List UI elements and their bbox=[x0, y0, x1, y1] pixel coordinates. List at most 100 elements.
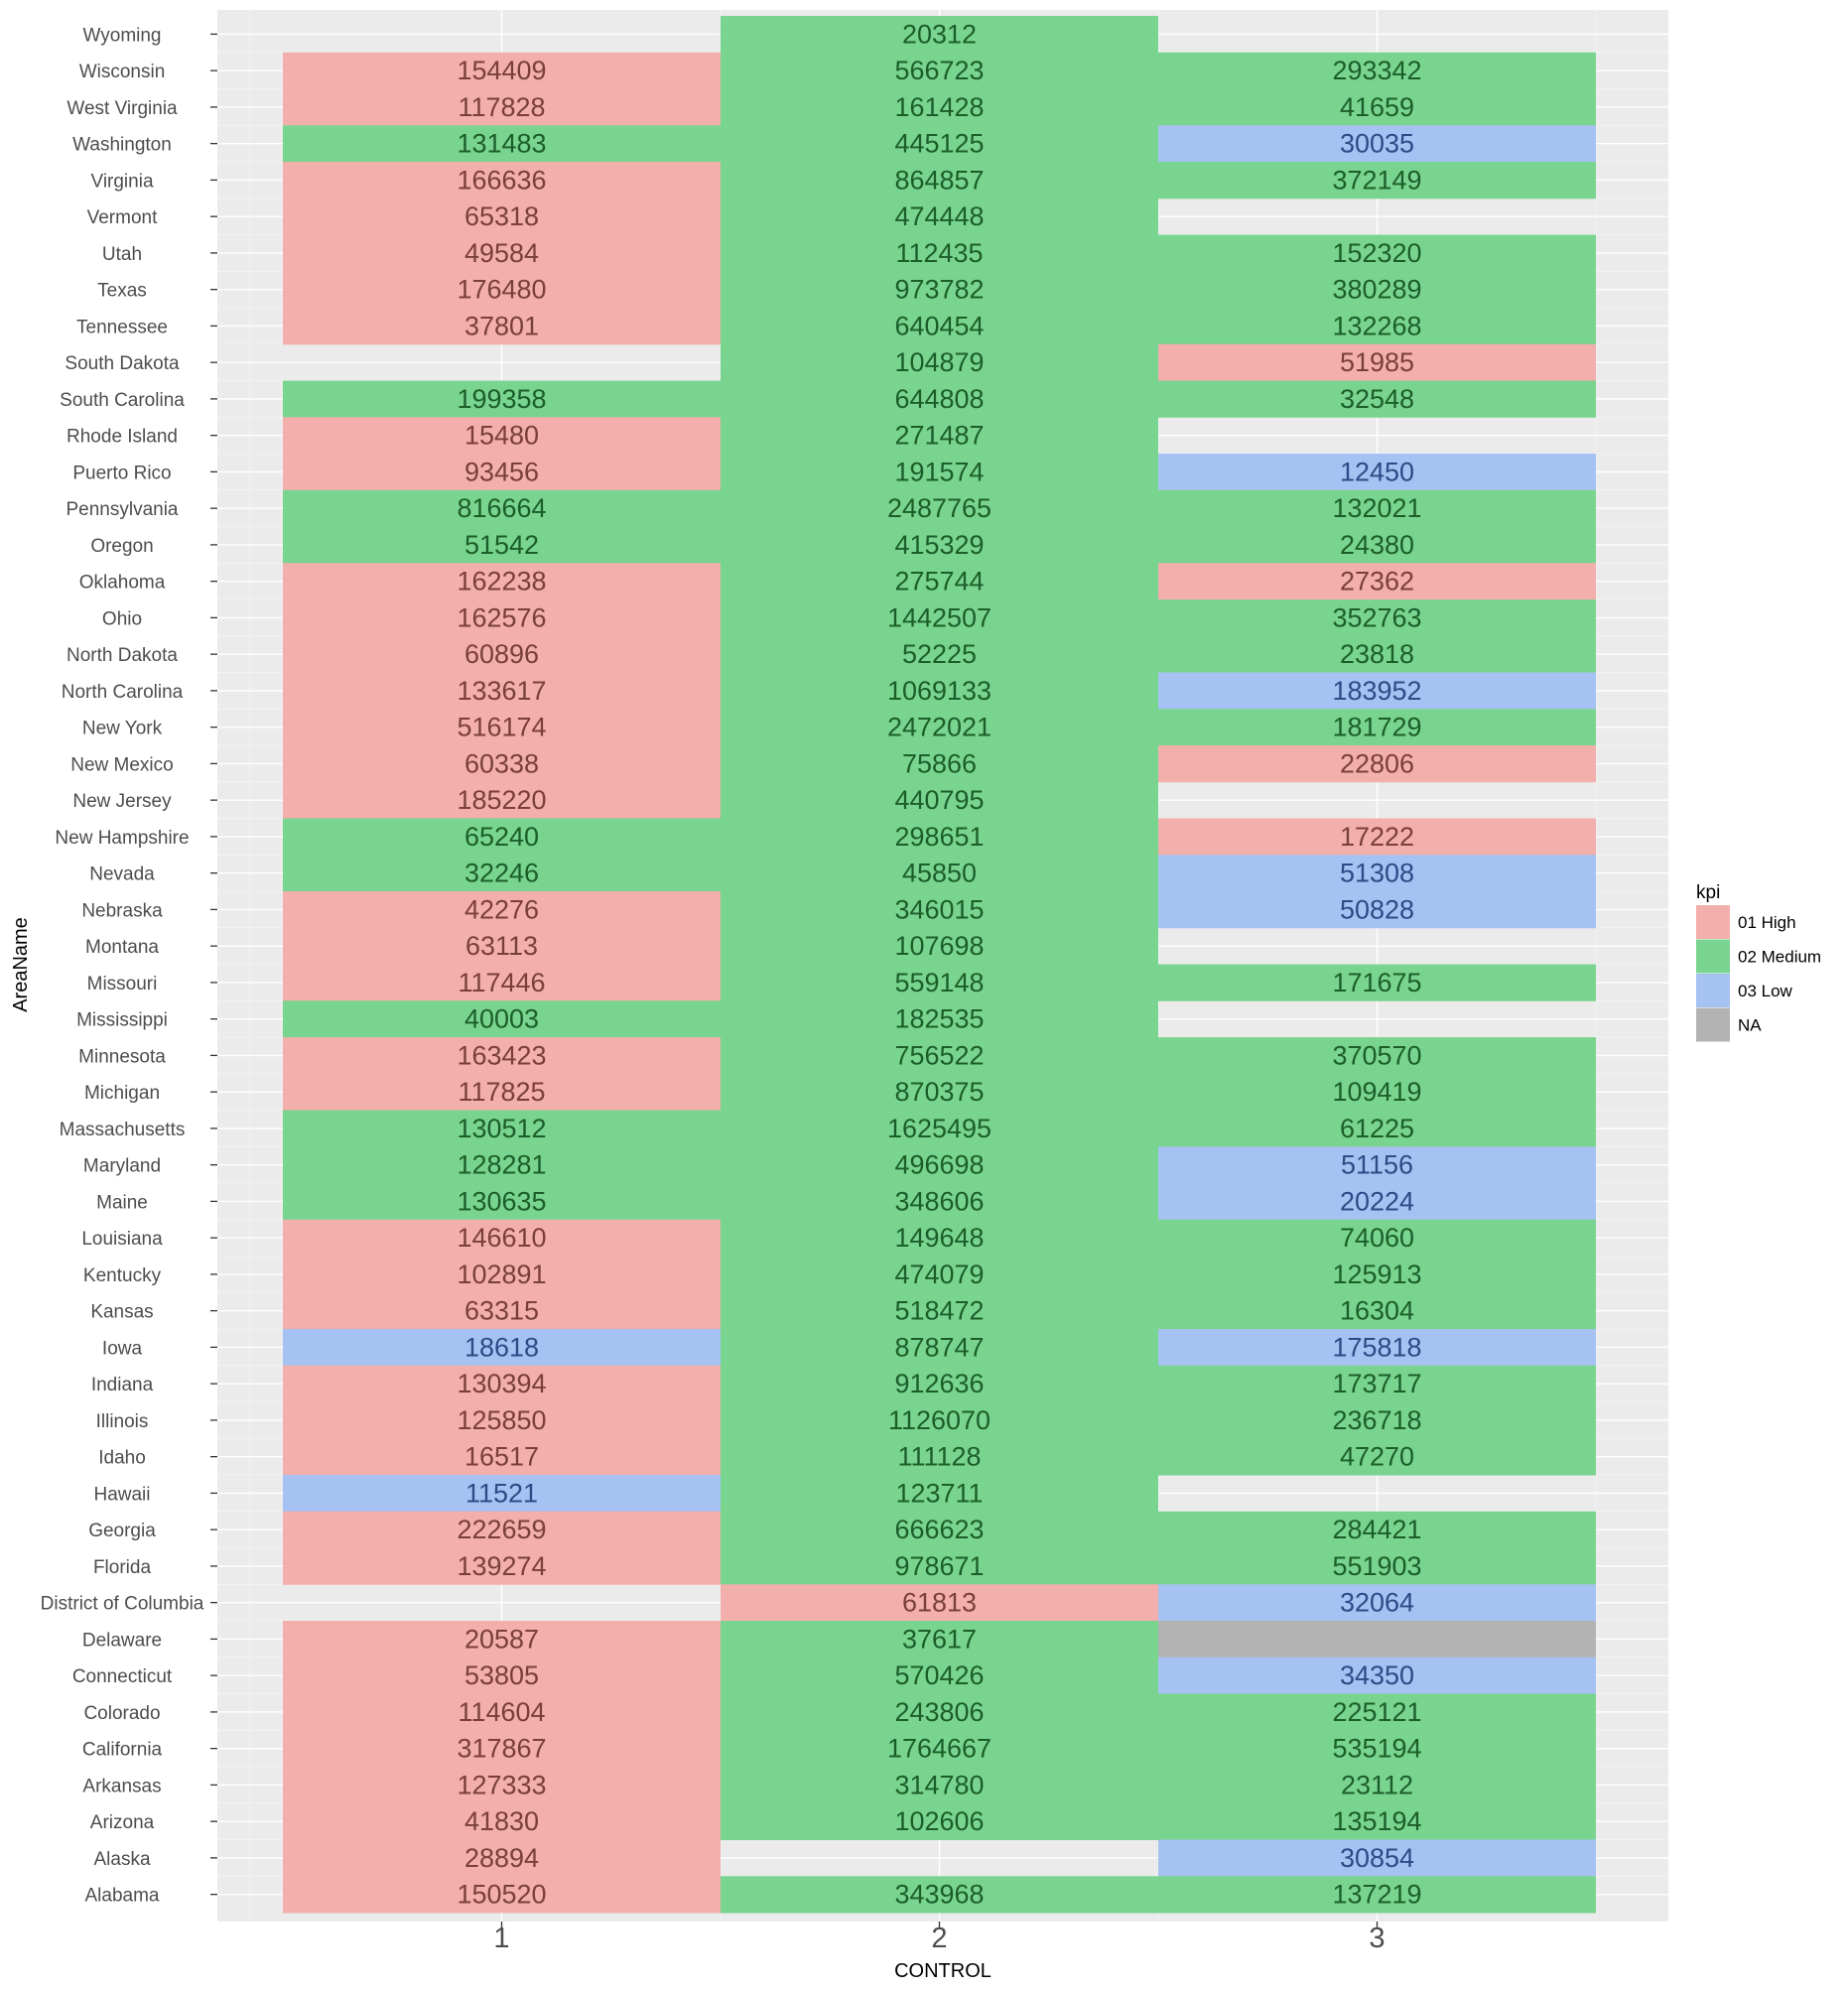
tile-alabama-3 bbox=[1158, 1876, 1596, 1914]
tile-mississippi-1 bbox=[283, 1000, 721, 1038]
value-label: 348606 bbox=[894, 1186, 984, 1216]
tile-idaho-2 bbox=[721, 1438, 1158, 1476]
tile-west-virginia-3 bbox=[1158, 88, 1596, 126]
y-tick-label: Kansas bbox=[90, 1302, 153, 1323]
y-tick-label: West Virginia bbox=[66, 98, 178, 119]
tile-alabama-2 bbox=[721, 1876, 1158, 1914]
value-label: 1069133 bbox=[887, 676, 991, 706]
tile-missouri-2 bbox=[721, 964, 1158, 1001]
x-tick-label: 3 bbox=[1369, 1923, 1385, 1954]
tile-georgia-2 bbox=[721, 1511, 1158, 1549]
tile-arkansas-2 bbox=[721, 1767, 1158, 1804]
value-label: 117446 bbox=[458, 968, 545, 997]
tile-georgia-1 bbox=[283, 1511, 721, 1549]
value-label: 474079 bbox=[894, 1260, 984, 1289]
y-tick-label: Nevada bbox=[89, 864, 155, 885]
tile-california-3 bbox=[1158, 1730, 1596, 1768]
y-tick-label: Oregon bbox=[90, 536, 153, 557]
tile-north-carolina-2 bbox=[721, 672, 1158, 710]
tile-pennsylvania-2 bbox=[721, 489, 1158, 528]
tile-florida-2 bbox=[721, 1547, 1158, 1585]
y-tick-label: Illinois bbox=[96, 1411, 149, 1432]
value-label: 173717 bbox=[1332, 1369, 1421, 1398]
value-label: 102606 bbox=[894, 1806, 984, 1836]
value-label: 317867 bbox=[457, 1734, 546, 1764]
tile-texas-3 bbox=[1158, 271, 1596, 309]
value-label: 1625495 bbox=[887, 1114, 991, 1143]
y-tick-label: North Carolina bbox=[62, 682, 184, 703]
tile-alaska-3 bbox=[1158, 1839, 1596, 1877]
y-tick-label: Virginia bbox=[90, 171, 153, 192]
value-label: 161428 bbox=[894, 92, 984, 122]
value-label: 109419 bbox=[1332, 1077, 1421, 1107]
tile-puerto-rico-3 bbox=[1158, 454, 1596, 491]
value-label: 34350 bbox=[1340, 1660, 1414, 1690]
tile-oregon-1 bbox=[283, 526, 721, 564]
value-label: 912636 bbox=[894, 1369, 984, 1398]
value-label: 516174 bbox=[457, 713, 546, 742]
value-label: 185220 bbox=[457, 785, 546, 815]
value-label: 22806 bbox=[1340, 748, 1414, 778]
tile-washington-3 bbox=[1158, 125, 1596, 163]
y-tick-label: Colorado bbox=[83, 1703, 160, 1724]
tile-new-mexico-2 bbox=[721, 745, 1158, 783]
value-label: 2472021 bbox=[887, 713, 991, 742]
y-tick-label: Utah bbox=[102, 244, 142, 265]
tile-maryland-2 bbox=[721, 1146, 1158, 1184]
tile-maryland-1 bbox=[283, 1146, 721, 1184]
value-label: 65240 bbox=[464, 822, 539, 852]
value-label: 42276 bbox=[464, 894, 539, 924]
y-tick-label: Alabama bbox=[85, 1886, 160, 1907]
value-label: 132021 bbox=[1332, 493, 1421, 523]
tile-tennessee-1 bbox=[283, 308, 721, 345]
value-label: 176480 bbox=[457, 275, 546, 305]
value-label: 49584 bbox=[464, 238, 539, 268]
value-label: 130635 bbox=[457, 1186, 546, 1216]
tile-illinois-2 bbox=[721, 1401, 1158, 1439]
tile-arizona-1 bbox=[283, 1802, 721, 1841]
value-label: 166636 bbox=[457, 165, 546, 195]
value-label: 139274 bbox=[457, 1551, 546, 1581]
value-label: 17222 bbox=[1340, 822, 1414, 852]
tile-maine-1 bbox=[283, 1183, 721, 1221]
legend: kpi 01 High 02 Medium 03 Low NA bbox=[1696, 882, 1821, 1042]
value-label: 163423 bbox=[457, 1040, 546, 1070]
tile-louisiana-1 bbox=[283, 1219, 721, 1258]
y-tick-label: Ohio bbox=[102, 608, 142, 629]
value-label: 47270 bbox=[1340, 1442, 1414, 1472]
value-label: 146610 bbox=[457, 1223, 546, 1253]
tile-illinois-3 bbox=[1158, 1401, 1596, 1439]
y-tick-label: New Jersey bbox=[72, 791, 172, 812]
value-label: 32064 bbox=[1340, 1588, 1414, 1618]
value-label: 50828 bbox=[1340, 894, 1414, 924]
value-label: 51156 bbox=[1341, 1150, 1413, 1180]
tile-new-jersey-2 bbox=[721, 781, 1158, 820]
y-tick-label: Georgia bbox=[88, 1521, 156, 1541]
legend-label: 02 Medium bbox=[1738, 948, 1821, 967]
y-tick-label: Connecticut bbox=[72, 1666, 173, 1687]
tile-new-hampshire-1 bbox=[283, 818, 721, 856]
tile-ohio-2 bbox=[721, 599, 1158, 637]
tile-iowa-3 bbox=[1158, 1329, 1596, 1367]
value-label: 132268 bbox=[1332, 311, 1421, 340]
value-label: 40003 bbox=[464, 1004, 539, 1034]
value-label: 445125 bbox=[894, 129, 984, 159]
value-label: 293342 bbox=[1332, 56, 1421, 85]
y-tick-label: Oklahoma bbox=[79, 573, 166, 594]
tile-montana-1 bbox=[283, 927, 721, 966]
tile-kansas-3 bbox=[1158, 1292, 1596, 1330]
legend-label: 01 High bbox=[1738, 913, 1796, 932]
value-label: 171675 bbox=[1332, 968, 1421, 997]
tile-oklahoma-2 bbox=[721, 563, 1158, 600]
tile-virginia-2 bbox=[721, 162, 1158, 199]
y-tick-label: Wyoming bbox=[82, 25, 161, 46]
tile-florida-1 bbox=[283, 1547, 721, 1585]
y-tick-label: Tennessee bbox=[76, 317, 168, 337]
tile-kentucky-2 bbox=[721, 1256, 1158, 1293]
value-label: 474448 bbox=[894, 201, 984, 231]
value-label: 973782 bbox=[894, 275, 984, 305]
value-label: 27362 bbox=[1340, 567, 1414, 597]
y-tick-label: California bbox=[82, 1740, 163, 1761]
tile-arkansas-3 bbox=[1158, 1767, 1596, 1804]
